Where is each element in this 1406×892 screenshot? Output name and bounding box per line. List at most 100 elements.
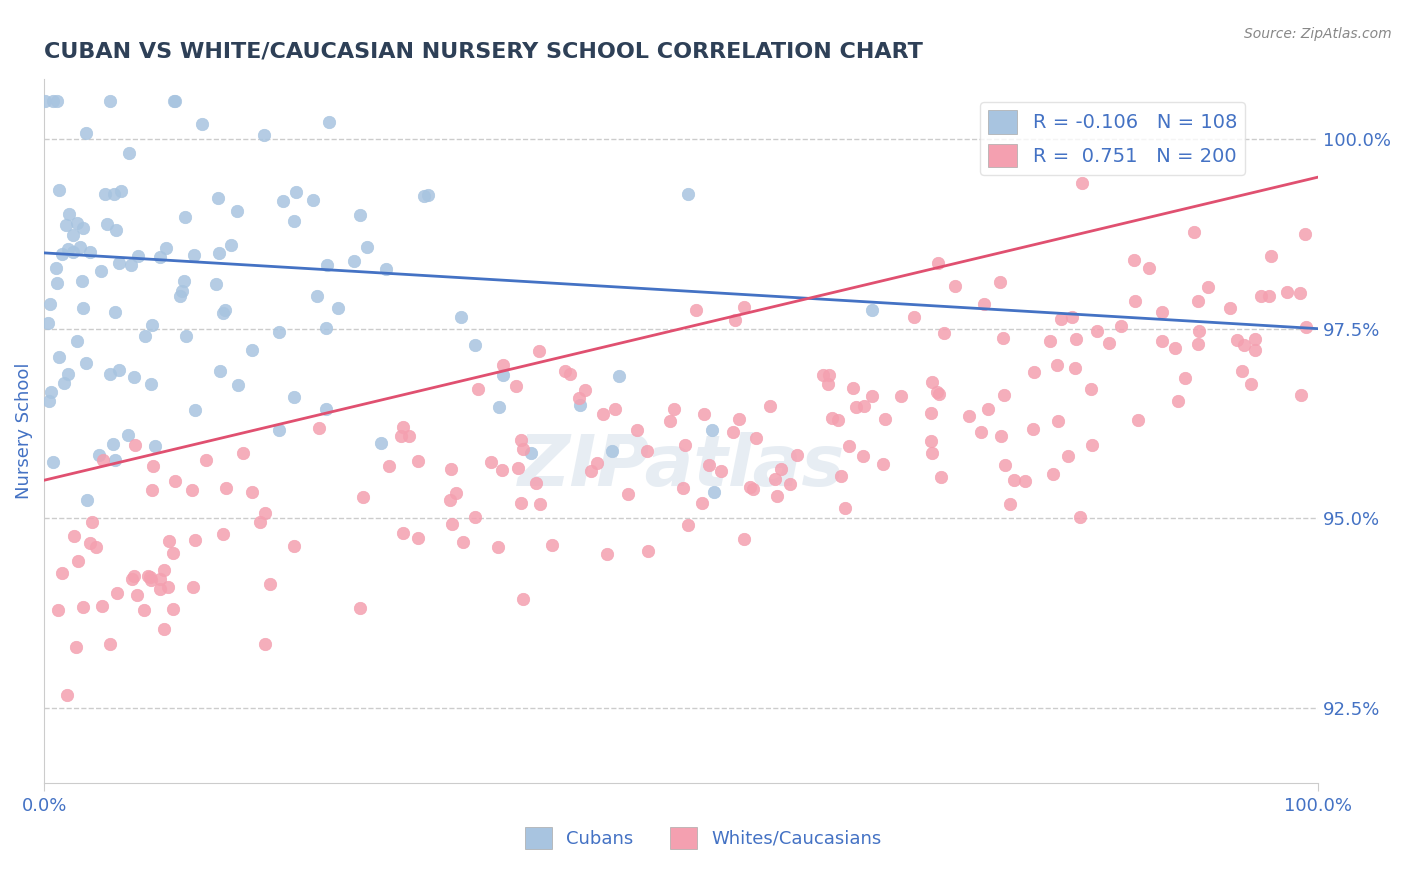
Point xyxy=(512,442,534,457)
Point xyxy=(105,223,128,237)
Point xyxy=(993,387,1015,401)
Point xyxy=(259,576,281,591)
Point xyxy=(108,362,131,376)
Point xyxy=(943,279,966,293)
Point xyxy=(492,368,515,382)
Point xyxy=(65,215,87,229)
Point xyxy=(98,368,121,382)
Point xyxy=(440,462,463,476)
Point xyxy=(240,484,263,499)
Point xyxy=(283,214,305,228)
Point xyxy=(157,533,180,548)
Point xyxy=(284,185,307,199)
Point xyxy=(413,188,436,202)
Point xyxy=(253,128,276,142)
Point xyxy=(87,448,110,462)
Point xyxy=(920,406,942,420)
Point xyxy=(96,217,118,231)
Point xyxy=(872,457,894,471)
Point xyxy=(134,329,156,343)
Point xyxy=(817,376,839,391)
Point xyxy=(1123,253,1146,268)
Point xyxy=(62,227,84,242)
Point xyxy=(1289,388,1312,402)
Point xyxy=(467,382,489,396)
Point xyxy=(76,492,98,507)
Point xyxy=(1150,334,1173,348)
Point xyxy=(108,256,131,270)
Point xyxy=(120,258,142,272)
Point xyxy=(685,303,707,318)
Point xyxy=(406,531,429,545)
Point xyxy=(1289,285,1312,300)
Point xyxy=(1277,285,1299,300)
Point xyxy=(574,383,596,397)
Point xyxy=(172,285,194,299)
Point xyxy=(1046,414,1069,428)
Point xyxy=(860,303,883,318)
Point xyxy=(127,249,149,263)
Point xyxy=(149,251,172,265)
Point xyxy=(283,390,305,404)
Point xyxy=(673,438,696,452)
Point xyxy=(690,495,713,509)
Point xyxy=(724,312,747,326)
Point xyxy=(927,256,949,270)
Point xyxy=(149,572,172,586)
Point xyxy=(817,368,839,382)
Point xyxy=(207,191,229,205)
Point xyxy=(58,242,80,256)
Point xyxy=(763,473,786,487)
Point xyxy=(132,602,155,616)
Point xyxy=(103,437,125,451)
Point xyxy=(1167,393,1189,408)
Point xyxy=(662,402,685,417)
Point xyxy=(486,541,509,555)
Point xyxy=(65,334,87,348)
Point xyxy=(1109,319,1132,334)
Point xyxy=(349,208,371,222)
Point xyxy=(1188,324,1211,338)
Point xyxy=(1260,249,1282,263)
Point xyxy=(1022,422,1045,436)
Point xyxy=(827,413,849,427)
Point xyxy=(183,533,205,548)
Point xyxy=(267,424,290,438)
Point xyxy=(107,586,129,600)
Point xyxy=(162,546,184,560)
Point xyxy=(740,480,762,494)
Point xyxy=(786,449,808,463)
Point xyxy=(315,321,337,335)
Point xyxy=(1050,312,1073,326)
Point xyxy=(1069,509,1091,524)
Point xyxy=(42,455,65,469)
Point xyxy=(45,261,67,276)
Point xyxy=(527,343,550,358)
Point xyxy=(1039,334,1062,349)
Point xyxy=(890,388,912,402)
Point xyxy=(579,464,602,478)
Point xyxy=(308,421,330,435)
Point xyxy=(464,509,486,524)
Point xyxy=(1257,289,1279,303)
Point xyxy=(921,446,943,460)
Point xyxy=(505,379,527,393)
Point xyxy=(51,566,73,581)
Legend: R = -0.106   N = 108, R =  0.751   N = 200: R = -0.106 N = 108, R = 0.751 N = 200 xyxy=(980,103,1244,175)
Point xyxy=(214,302,236,317)
Point xyxy=(370,435,392,450)
Point xyxy=(98,95,121,109)
Point xyxy=(117,427,139,442)
Point xyxy=(79,536,101,550)
Point xyxy=(174,211,197,225)
Point xyxy=(1137,261,1160,276)
Point xyxy=(142,459,165,474)
Point xyxy=(156,580,179,594)
Point xyxy=(84,540,107,554)
Point xyxy=(226,204,249,219)
Point xyxy=(352,491,374,505)
Point xyxy=(558,367,581,381)
Point xyxy=(249,515,271,529)
Point xyxy=(356,240,378,254)
Point xyxy=(875,412,897,426)
